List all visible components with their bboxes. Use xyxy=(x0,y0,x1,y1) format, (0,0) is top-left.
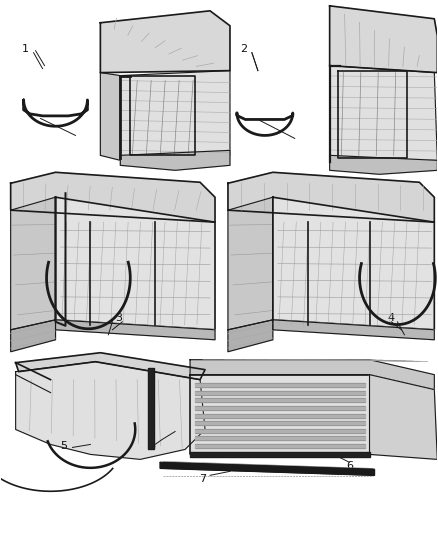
Polygon shape xyxy=(11,197,56,330)
Polygon shape xyxy=(100,11,230,72)
Text: 7: 7 xyxy=(199,474,207,484)
Text: 6: 6 xyxy=(346,462,353,471)
Polygon shape xyxy=(148,368,154,449)
Polygon shape xyxy=(11,172,215,222)
Polygon shape xyxy=(195,443,364,448)
Polygon shape xyxy=(16,353,205,379)
Polygon shape xyxy=(228,320,273,352)
Polygon shape xyxy=(273,320,434,340)
Text: 3: 3 xyxy=(115,313,122,323)
Polygon shape xyxy=(195,383,364,387)
Text: 5: 5 xyxy=(60,441,67,451)
Polygon shape xyxy=(120,71,230,160)
Polygon shape xyxy=(160,462,374,475)
Polygon shape xyxy=(195,436,364,440)
Polygon shape xyxy=(16,362,205,459)
Polygon shape xyxy=(370,375,437,459)
Polygon shape xyxy=(228,172,434,222)
Text: 4: 4 xyxy=(388,313,395,323)
Polygon shape xyxy=(11,320,56,352)
Text: 1: 1 xyxy=(22,44,29,54)
Polygon shape xyxy=(190,453,370,457)
Text: 6: 6 xyxy=(149,441,156,451)
Polygon shape xyxy=(195,399,364,402)
Polygon shape xyxy=(330,66,437,160)
Polygon shape xyxy=(330,6,437,72)
Polygon shape xyxy=(190,360,434,390)
Polygon shape xyxy=(195,406,364,410)
Text: 2: 2 xyxy=(240,44,247,54)
Polygon shape xyxy=(195,421,364,425)
Polygon shape xyxy=(56,320,215,340)
Polygon shape xyxy=(195,414,364,417)
Polygon shape xyxy=(56,197,215,330)
Polygon shape xyxy=(190,375,370,455)
Polygon shape xyxy=(120,150,230,171)
Polygon shape xyxy=(100,72,120,160)
Polygon shape xyxy=(195,391,364,395)
Polygon shape xyxy=(195,429,364,433)
Polygon shape xyxy=(228,197,273,330)
Polygon shape xyxy=(330,155,437,174)
Polygon shape xyxy=(273,197,434,330)
